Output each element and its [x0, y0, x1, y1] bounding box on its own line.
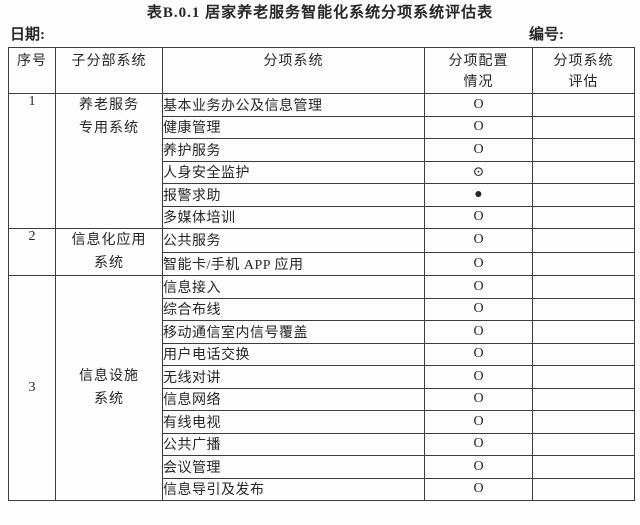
evaluation-cell	[532, 297, 635, 321]
subsystem-cell: 信息设施 系统	[55, 275, 163, 501]
config-status-cell: O	[424, 138, 533, 162]
evaluation-cell	[532, 320, 635, 344]
header-subsystem: 子分部系统	[55, 47, 163, 94]
config-status-cell: O	[424, 93, 533, 117]
evaluation-cell	[532, 342, 635, 366]
table-row: 无线对讲 O	[9, 365, 635, 389]
header-eval-line1: 分项系统	[553, 54, 614, 69]
subitem-name-cell: 基本业务办公及信息管理	[162, 93, 425, 117]
evaluation-cell	[532, 138, 635, 162]
subitem-name-cell: 智能卡/手机 APP 应用	[162, 251, 425, 276]
page-title: 表B.0.1 居家养老服务智能化系统分项系统评估表	[146, 5, 494, 21]
config-status-cell: O	[424, 251, 533, 276]
config-status-cell: ⊙	[424, 160, 533, 184]
table-row: 健康管理 O	[9, 115, 635, 139]
table-row: 用户电话交换 O	[9, 342, 635, 366]
table-row: 养护服务 O	[9, 138, 635, 162]
subitem-name-cell: 健康管理	[162, 115, 425, 139]
table-row: 信息导引及发布 O	[9, 477, 635, 501]
number-label: 编号:	[529, 27, 564, 43]
header-config: 分项配置 情况	[424, 47, 533, 94]
config-status-cell: O	[424, 320, 533, 344]
evaluation-cell	[532, 387, 635, 411]
config-status-cell: O	[424, 477, 533, 501]
config-status-cell: O	[424, 275, 533, 299]
config-status-cell: O	[424, 410, 533, 434]
subitem-name-cell: 人身安全监护	[162, 160, 425, 184]
evaluation-cell	[532, 477, 635, 501]
subitem-name-cell: 公共服务	[162, 228, 425, 253]
table-row: 综合布线 O	[9, 297, 635, 321]
config-status-cell: O	[424, 205, 533, 229]
subitem-name-cell: 公共广播	[162, 432, 425, 456]
header-row: 序号 子分部系统 分项系统 分项配置 情况 分项系统 评估	[8, 47, 635, 94]
evaluation-cell	[532, 275, 635, 299]
table-row: 移动通信室内信号覆盖 O	[9, 320, 635, 344]
subitem-name-cell: 无线对讲	[162, 365, 425, 389]
subitem-name-cell: 信息接入	[162, 275, 425, 299]
table-row: 1 养老服务 专用系统 基本业务办公及信息管理 O	[8, 93, 635, 229]
config-status-cell: O	[424, 342, 533, 366]
evaluation-cell	[532, 183, 635, 207]
header-evaluation: 分项系统 评估	[532, 47, 635, 94]
subsystem-line2: 系统	[94, 256, 124, 271]
table-row: 2 信息化应用 系统 公共服务 O	[8, 228, 635, 276]
config-status-cell: O	[424, 115, 533, 139]
subitem-name-cell: 会议管理	[162, 455, 425, 479]
evaluation-table: 序号 子分部系统 分项系统 分项配置 情况 分项系统 评估 1 养老服务 专用系	[8, 47, 635, 501]
evaluation-cell	[532, 160, 635, 184]
evaluation-cell	[532, 251, 635, 276]
evaluation-cell	[532, 432, 635, 456]
table-row: 报警求助 ●	[9, 183, 635, 207]
subitem-name-cell: 报警求助	[162, 183, 425, 207]
subitem-name-cell: 信息导引及发布	[162, 477, 425, 501]
evaluation-cell	[532, 205, 635, 229]
seq-cell: 2	[8, 228, 56, 276]
config-status-cell: O	[424, 432, 533, 456]
evaluation-cell	[532, 455, 635, 479]
seq-cell: 3	[8, 275, 56, 501]
subitem-name-cell: 用户电话交换	[162, 342, 425, 366]
config-status-cell: O	[424, 455, 533, 479]
table-row: 智能卡/手机 APP 应用 O	[9, 251, 635, 276]
config-status-cell: O	[424, 297, 533, 321]
subsystem-line1: 养老服务	[79, 98, 139, 113]
evaluation-cell	[532, 365, 635, 389]
config-status-cell: O	[424, 365, 533, 389]
config-status-cell: O	[424, 387, 533, 411]
config-status-cell: O	[424, 228, 533, 253]
subsystem-cell: 养老服务 专用系统	[55, 93, 163, 229]
header-eval-line2: 评估	[568, 75, 599, 90]
config-status-cell: ●	[424, 183, 533, 207]
evaluation-cell	[532, 115, 635, 139]
evaluation-cell	[532, 93, 635, 117]
subsystem-line2: 系统	[94, 392, 124, 407]
evaluation-cell	[532, 228, 635, 253]
subsystem-line2: 专用系统	[79, 121, 139, 136]
subitem-name-cell: 移动通信室内信号覆盖	[162, 320, 425, 344]
header-seq: 序号	[8, 47, 56, 94]
table-row: 人身安全监护 ⊙	[9, 160, 635, 184]
subitem-name-cell: 多媒体培训	[162, 205, 425, 229]
subsystem-cell: 信息化应用 系统	[55, 228, 163, 276]
evaluation-cell	[532, 410, 635, 434]
header-subitem: 分项系统	[162, 47, 425, 94]
subsystem-line1: 信息化应用	[71, 233, 147, 248]
subitem-name-cell: 有线电视	[162, 410, 425, 434]
header-config-line1: 分项配置	[448, 54, 509, 69]
header-config-line2: 情况	[463, 75, 494, 90]
subitem-name-cell: 养护服务	[162, 138, 425, 162]
table-row: 公共广播 O	[9, 432, 635, 456]
subitem-name-cell: 信息网络	[162, 387, 425, 411]
meta-row: 日期: 编号:	[0, 25, 640, 46]
date-label: 日期:	[10, 27, 45, 43]
seq-cell: 1	[8, 93, 56, 229]
subitem-name-cell: 综合布线	[162, 297, 425, 321]
subsystem-line1: 信息设施	[79, 369, 139, 384]
table-row: 3 信息设施 系统 信息接入 O	[8, 275, 635, 501]
